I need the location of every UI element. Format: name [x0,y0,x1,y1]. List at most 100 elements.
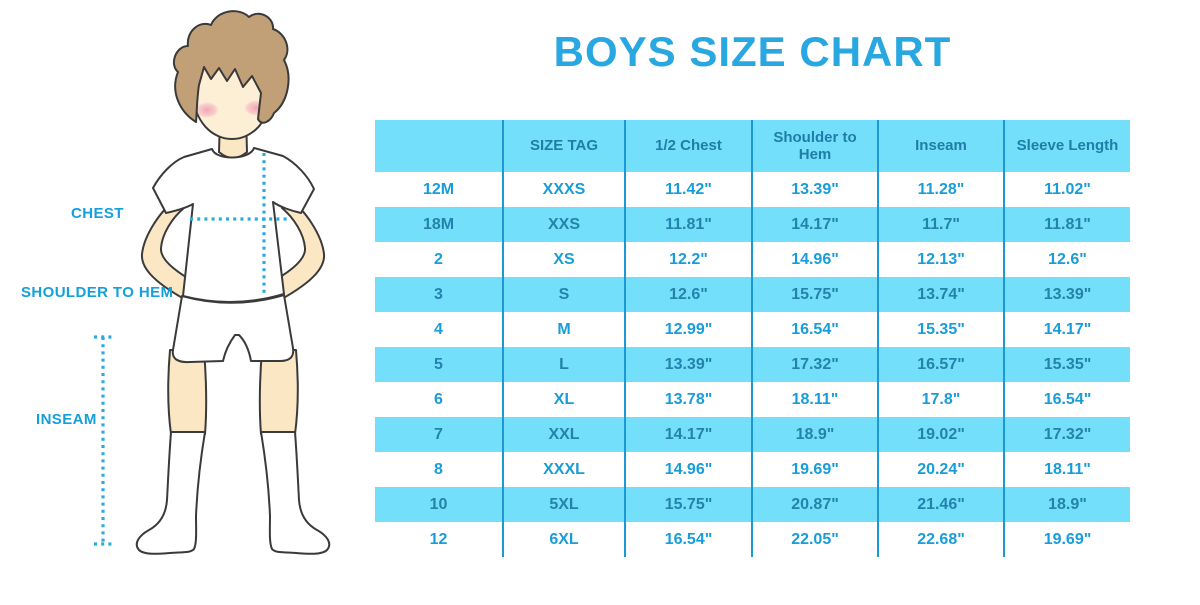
table-cell: XL [502,382,625,417]
table-cell: 12.2" [624,242,752,277]
table-cell: 14.17" [624,417,752,452]
cheek-left [195,102,219,118]
column-header: SIZE TAG [502,120,625,172]
shorts [171,294,295,364]
page-title: BOYS SIZE CHART [553,28,952,75]
column-header: Inseam [877,120,1004,172]
table-cell: 18.9" [1003,487,1130,522]
table-cell: 11.81" [1003,207,1130,242]
table-cell: 18.11" [751,382,878,417]
table-cell: 22.68" [877,522,1004,557]
table-cell: L [502,347,625,382]
column-header: 1/2 Chest [624,120,752,172]
table-cell: 19.02" [877,417,1004,452]
column-header: Shoulder to Hem [751,120,878,172]
table-cell: 14.96" [751,242,878,277]
table-cell: XXL [502,417,625,452]
boy-measurement-figure [0,0,370,600]
table-cell: 5XL [502,487,625,522]
table-cell: 18.9" [751,417,878,452]
table-cell: 5 [375,347,503,382]
table-cell: 14.96" [624,452,752,487]
table-cell: 17.32" [1003,417,1130,452]
measurement-guides [94,153,288,546]
table-cell: 6XL [502,522,625,557]
table-cell: 11.81" [624,207,752,242]
table-cell: 15.35" [877,312,1004,347]
size-table-header: SIZE TAG 1/2 Chest Shoulder to Hem Inseam Sl… [375,120,1130,172]
table-cell: M [502,312,625,347]
table-cell: 16.57" [877,347,1004,382]
table-cell: 11.02" [1003,172,1130,207]
table-cell: 11.7" [877,207,1004,242]
table-cell: 12M [375,172,503,207]
table-cell: 15.75" [624,487,752,522]
table-cell: 13.39" [624,347,752,382]
table-cell: 16.54" [624,522,752,557]
table-cell: 17.32" [751,347,878,382]
table-cell: 19.69" [751,452,878,487]
shoulder-to-hem-label: SHOULDER TO HEM [21,284,174,301]
socks [135,431,331,555]
table-cell: 18M [375,207,503,242]
inseam-label: INSEAM [36,411,97,428]
table-cell: 13.74" [877,277,1004,312]
table-cell: 13.39" [1003,277,1130,312]
size-table: SIZE TAG 1/2 Chest Shoulder to Hem Inseam Sl… [375,120,1130,557]
table-cell: 6 [375,382,503,417]
table-row: 12M XXXS 11.42" 13.39" 11.28" 11.02" [375,172,1130,207]
table-cell: XS [502,242,625,277]
table-cell: 14.17" [751,207,878,242]
table-cell: 20.87" [751,487,878,522]
table-cell: 12.6" [1003,242,1130,277]
table-row: 5 L 13.39" 17.32" 16.57" 15.35" [375,347,1130,382]
table-cell: 17.8" [877,382,1004,417]
table-cell: 15.35" [1003,347,1130,382]
table-cell: 8 [375,452,503,487]
table-row: 18M XXS 11.81" 14.17" 11.7" 11.81" [375,207,1130,242]
table-cell: 22.05" [751,522,878,557]
table-cell: 13.78" [624,382,752,417]
table-cell: S [502,277,625,312]
table-cell: 16.54" [751,312,878,347]
table-row: 12 6XL 16.54" 22.05" 22.68" 19.69" [375,522,1130,557]
table-row: 2 XS 12.2" 14.96" 12.13" 12.6" [375,242,1130,277]
table-row: 3 S 12.6" 15.75" 13.74" 13.39" [375,277,1130,312]
table-cell: 7 [375,417,503,452]
table-cell: 3 [375,277,503,312]
boy-illustration [94,10,331,555]
table-cell: 20.24" [877,452,1004,487]
table-cell: 11.42" [624,172,752,207]
table-row: 6 XL 13.78" 18.11" 17.8" 16.54" [375,382,1130,417]
table-cell: 11.28" [877,172,1004,207]
table-row: 4 M 12.99" 16.54" 15.35" 14.17" [375,312,1130,347]
table-cell: 15.75" [751,277,878,312]
size-table-body: 12M XXXS 11.42" 13.39" 11.28" 11.02" 18M XXS 11.… [375,172,1130,557]
hair [173,10,290,124]
t-shirt [152,147,315,304]
table-cell: 12.99" [624,312,752,347]
table-cell: XXS [502,207,625,242]
table-cell: 18.11" [1003,452,1130,487]
header-row: SIZE TAG 1/2 Chest Shoulder to Hem Inseam Sl… [375,120,1130,172]
table-cell: XXXL [502,452,625,487]
table-cell: XXXS [502,172,625,207]
table-cell: 4 [375,312,503,347]
table-row: 7 XXL 14.17" 18.9" 19.02" 17.32" [375,417,1130,452]
table-cell: 14.17" [1003,312,1130,347]
table-cell: 10 [375,487,503,522]
column-header: Sleeve Length [1003,120,1130,172]
table-cell: 19.69" [1003,522,1130,557]
table-cell: 21.46" [877,487,1004,522]
table-cell: 16.54" [1003,382,1130,417]
table-row: 8 XXXL 14.96" 19.69" 20.24" 18.11" [375,452,1130,487]
column-header [375,120,503,172]
table-row: 10 5XL 15.75" 20.87" 21.46" 18.9" [375,487,1130,522]
table-cell: 12 [375,522,503,557]
chest-label: CHEST [71,205,124,222]
table-cell: 12.6" [624,277,752,312]
table-cell: 13.39" [751,172,878,207]
table-cell: 2 [375,242,503,277]
table-cell: 12.13" [877,242,1004,277]
